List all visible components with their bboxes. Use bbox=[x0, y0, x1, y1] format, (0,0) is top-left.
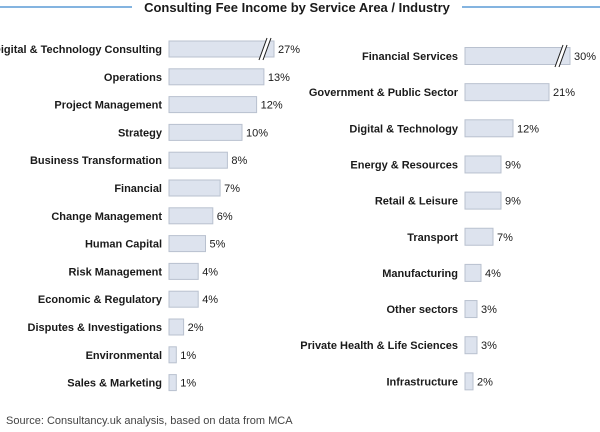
bar-energy-resources bbox=[464, 155, 502, 174]
bar-financial bbox=[168, 179, 221, 197]
value-label-infrastructure: 2% bbox=[477, 376, 493, 388]
industry-panel: Financial Services 30% Government & Public… bbox=[300, 44, 596, 391]
bar-sales-marketing bbox=[168, 374, 177, 392]
category-label-financial-services: Financial Services bbox=[362, 51, 458, 63]
category-label-human-capital: Human Capital bbox=[85, 239, 162, 251]
value-label-risk-management: 4% bbox=[202, 266, 218, 278]
bar-change-management bbox=[168, 207, 214, 225]
category-label-change-management: Change Management bbox=[51, 211, 162, 223]
bar-strategy bbox=[168, 123, 243, 141]
axis-break-mark bbox=[554, 44, 568, 68]
category-label-digital-technology-consulting: Digital & Technology Consulting bbox=[0, 44, 162, 56]
category-label-government-public-sector: Government & Public Sector bbox=[309, 87, 459, 99]
value-label-retail-leisure: 9% bbox=[505, 196, 521, 208]
value-label-government-public-sector: 21% bbox=[553, 87, 575, 99]
value-label-human-capital: 5% bbox=[210, 239, 226, 251]
bar-financial-services bbox=[464, 47, 571, 65]
bar-retail-leisure bbox=[464, 191, 502, 210]
category-label-energy-resources: Energy & Resources bbox=[350, 159, 458, 171]
value-label-environmental: 1% bbox=[180, 350, 196, 362]
value-label-disputes-investigations: 2% bbox=[188, 322, 204, 334]
category-label-economic-regulatory: Economic & Regulatory bbox=[38, 294, 163, 306]
bar-infrastructure bbox=[464, 372, 474, 391]
category-label-operations: Operations bbox=[104, 72, 162, 84]
category-label-risk-management: Risk Management bbox=[68, 266, 162, 278]
service-area-panel: Digital & Technology Consulting 27% Operat… bbox=[0, 37, 300, 392]
bar-digital-technology bbox=[464, 119, 514, 138]
value-label-digital-technology: 12% bbox=[517, 123, 539, 135]
category-label-financial: Financial bbox=[114, 183, 162, 195]
bar-digital-technology-consulting bbox=[168, 40, 275, 58]
category-label-retail-leisure: Retail & Leisure bbox=[375, 196, 458, 208]
value-label-project-management: 12% bbox=[261, 100, 283, 112]
value-label-financial: 7% bbox=[224, 183, 240, 195]
category-label-other-sectors: Other sectors bbox=[386, 304, 458, 316]
bar-manufacturing bbox=[464, 263, 482, 282]
bar-business-transformation bbox=[168, 151, 228, 169]
bar-transport bbox=[464, 227, 494, 246]
category-label-sales-marketing: Sales & Marketing bbox=[67, 378, 162, 390]
bar-human-capital bbox=[168, 235, 206, 253]
value-label-other-sectors: 3% bbox=[481, 304, 497, 316]
category-label-strategy: Strategy bbox=[118, 127, 163, 139]
value-label-digital-technology-consulting: 27% bbox=[278, 44, 300, 56]
value-label-private-health-life-sciences: 3% bbox=[481, 340, 497, 352]
bar-risk-management bbox=[168, 262, 199, 280]
category-label-environmental: Environmental bbox=[86, 350, 162, 362]
value-label-change-management: 6% bbox=[217, 211, 233, 223]
bar-economic-regulatory bbox=[168, 290, 199, 308]
bar-environmental bbox=[168, 346, 177, 364]
value-label-strategy: 10% bbox=[246, 127, 268, 139]
category-label-business-transformation: Business Transformation bbox=[30, 155, 162, 167]
value-label-financial-services: 30% bbox=[574, 51, 596, 63]
category-label-digital-technology: Digital & Technology bbox=[349, 123, 458, 135]
bar-private-health-life-sciences bbox=[464, 336, 478, 355]
value-label-energy-resources: 9% bbox=[505, 159, 521, 171]
value-label-business-transformation: 8% bbox=[231, 155, 247, 167]
value-label-manufacturing: 4% bbox=[485, 268, 501, 280]
bar-government-public-sector bbox=[464, 83, 550, 102]
bar-disputes-investigations bbox=[168, 318, 185, 336]
category-label-transport: Transport bbox=[407, 232, 458, 244]
bar-operations bbox=[168, 68, 265, 86]
value-label-transport: 7% bbox=[497, 232, 513, 244]
category-label-project-management: Project Management bbox=[54, 100, 162, 112]
chart-title: Consulting Fee Income by Service Area / … bbox=[144, 0, 451, 15]
category-label-infrastructure: Infrastructure bbox=[386, 376, 458, 388]
bar-project-management bbox=[168, 96, 258, 114]
category-label-private-health-life-sciences: Private Health & Life Sciences bbox=[300, 340, 458, 352]
bar-other-sectors bbox=[464, 300, 478, 319]
source-note: Source: Consultancy.uk analysis, based o… bbox=[6, 415, 293, 427]
value-label-economic-regulatory: 4% bbox=[202, 294, 218, 306]
category-label-manufacturing: Manufacturing bbox=[382, 268, 458, 280]
axis-break-mark bbox=[258, 37, 272, 61]
value-label-sales-marketing: 1% bbox=[180, 378, 196, 390]
category-label-disputes-investigations: Disputes & Investigations bbox=[28, 322, 162, 334]
value-label-operations: 13% bbox=[268, 72, 290, 84]
